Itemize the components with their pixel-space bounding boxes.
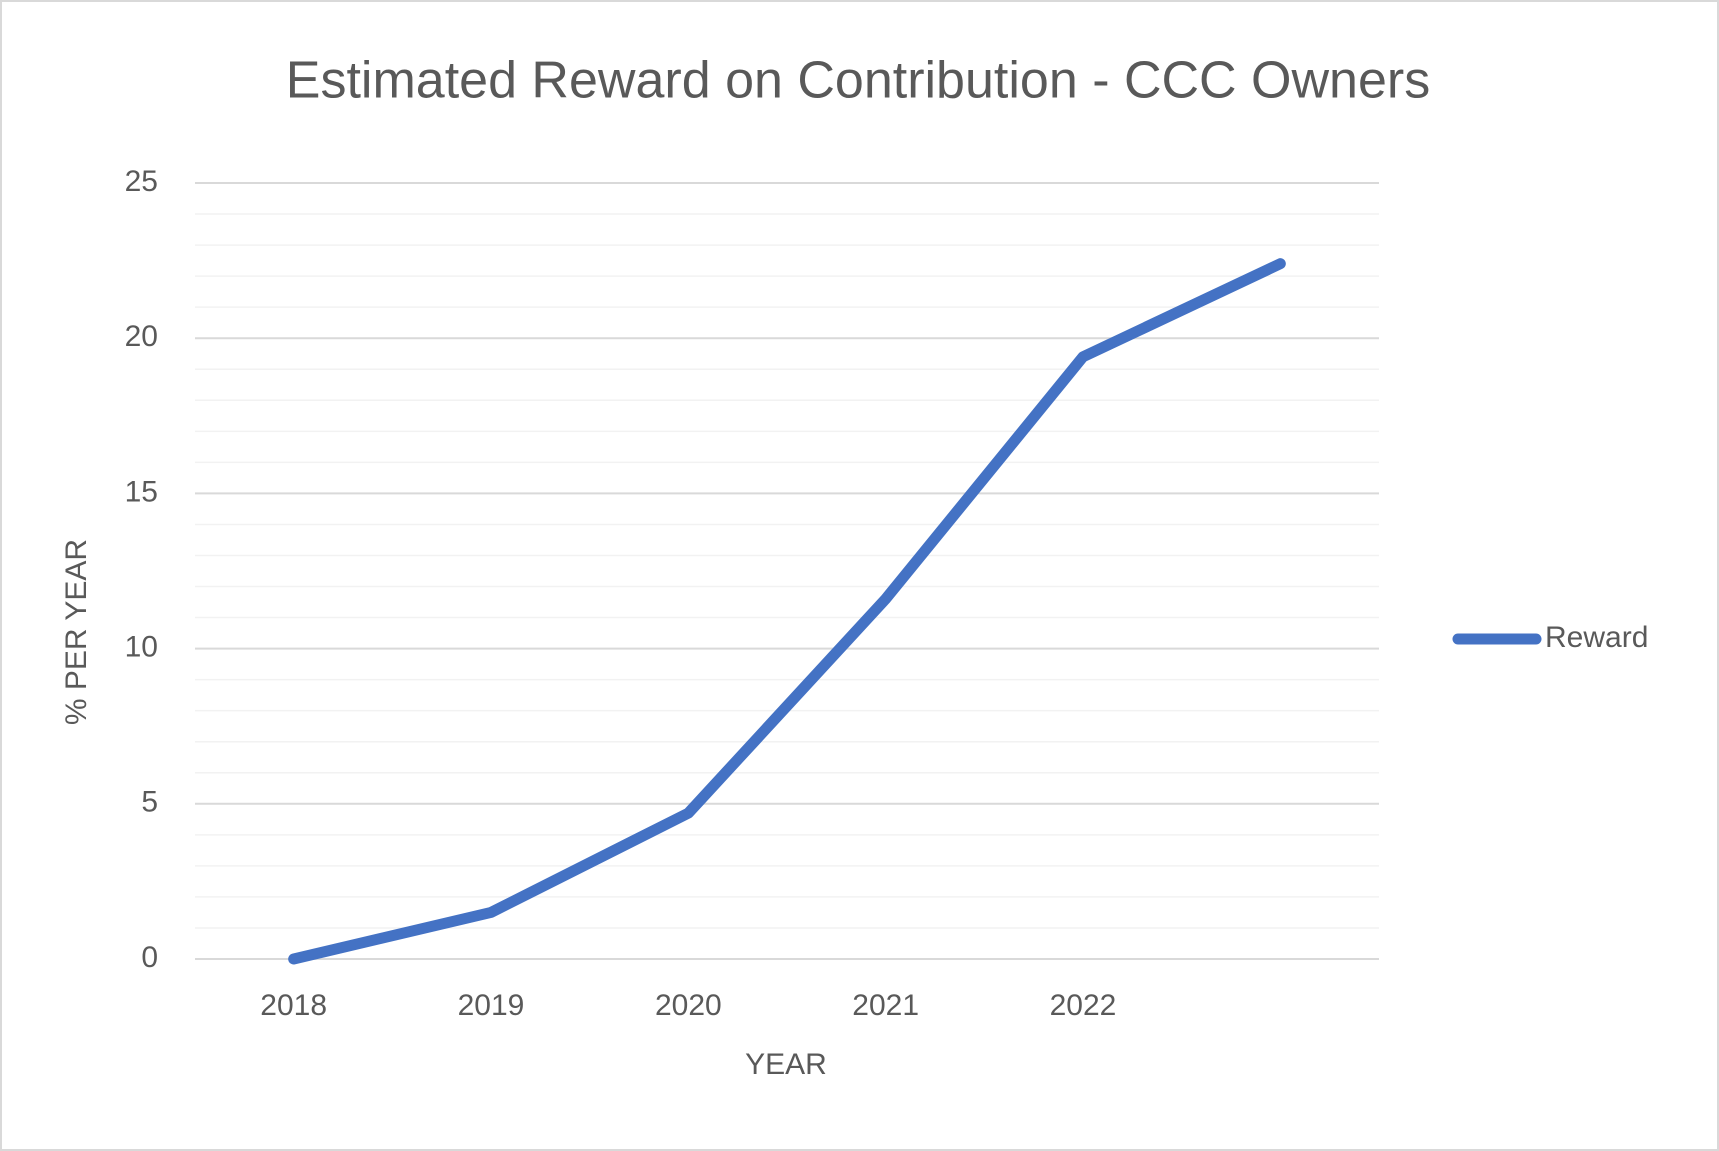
y-tick-label: 10: [125, 631, 158, 664]
legend-label: Reward: [1545, 621, 1648, 654]
x-tick-label: 2020: [655, 989, 722, 1022]
chart-title: Estimated Reward on Contribution - CCC O…: [286, 52, 1430, 110]
x-axis-label: YEAR: [745, 1048, 827, 1081]
data-line: [288, 258, 1286, 965]
x-tick-label: 2019: [458, 989, 525, 1022]
x-tick-label: 2018: [260, 989, 327, 1022]
x-tick-label: 2022: [1050, 989, 1117, 1022]
y-tick-label: 0: [141, 941, 158, 974]
y-axis-label: % PER YEAR: [60, 539, 93, 725]
y-tick-label: 25: [125, 165, 158, 198]
y-tick-label: 5: [141, 786, 158, 819]
y-tick-label: 20: [125, 320, 158, 353]
y-tick-label: 15: [125, 475, 158, 508]
x-tick-label: 2021: [852, 989, 919, 1022]
